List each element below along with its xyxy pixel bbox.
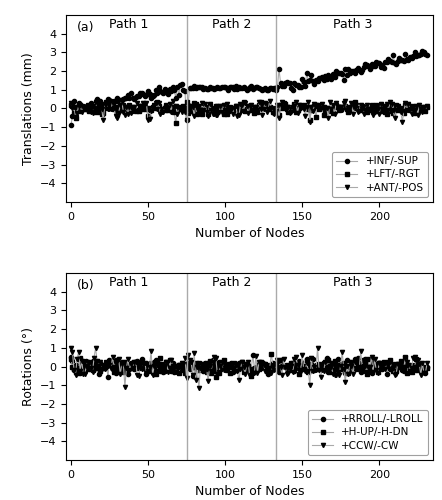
Text: Path 3: Path 3 (332, 18, 372, 31)
+RROLL/-LROLL (250, 352, 255, 358)
+RROLL/-LROLL (98, 360, 103, 366)
+RROLL/-LROLL (417, 364, 422, 370)
+LFT/-RGT (181, 102, 186, 108)
+LFT/-RGT (68, 102, 73, 108)
+CCW/-CW (118, 371, 123, 377)
+H-UP/-H-DN (98, 368, 103, 374)
+H-UP/-H-DN (161, 362, 166, 368)
Legend: +RROLL/-LROLL, +H-UP/-H-DN, +CCW/-CW: +RROLL/-LROLL, +H-UP/-H-DN, +CCW/-CW (308, 410, 428, 455)
+INF/-SUP (161, 90, 166, 96)
+ANT/-POS (417, 102, 422, 108)
+CCW/-CW (196, 385, 202, 391)
+RROLL/-LROLL (162, 368, 168, 374)
+H-UP/-H-DN (68, 356, 73, 362)
+CCW/-CW (179, 360, 185, 366)
+CCW/-CW (161, 363, 166, 369)
+LFT/-RGT (161, 106, 166, 112)
+INF/-SUP (420, 48, 425, 54)
Line: +INF/-SUP: +INF/-SUP (69, 49, 429, 128)
+INF/-SUP (424, 52, 430, 58)
+RROLL/-LROLL (119, 368, 125, 374)
+CCW/-CW (424, 360, 430, 366)
+ANT/-POS (181, 108, 186, 114)
+LFT/-RGT (173, 120, 179, 126)
+ANT/-POS (98, 104, 103, 110)
+ANT/-POS (307, 118, 312, 124)
Line: +H-UP/-H-DN: +H-UP/-H-DN (69, 352, 429, 380)
Y-axis label: Rotations (°): Rotations (°) (22, 327, 34, 406)
Line: +CCW/-CW: +CCW/-CW (69, 346, 429, 390)
+LFT/-RGT (184, 98, 189, 104)
+H-UP/-H-DN (417, 367, 422, 373)
+H-UP/-H-DN (269, 350, 274, 356)
+ANT/-POS (118, 102, 123, 108)
+RROLL/-LROLL (181, 364, 186, 370)
+CCW/-CW (98, 360, 103, 366)
+CCW/-CW (68, 345, 73, 351)
Text: Path 1: Path 1 (109, 276, 149, 289)
+H-UP/-H-DN (179, 362, 185, 368)
+RROLL/-LROLL (68, 354, 73, 360)
Y-axis label: Translations (mm): Translations (mm) (22, 52, 34, 165)
Text: (a): (a) (77, 20, 95, 34)
+RROLL/-LROLL (105, 374, 110, 380)
+INF/-SUP (179, 80, 185, 86)
+ANT/-POS (68, 100, 73, 106)
+ANT/-POS (170, 98, 175, 103)
Text: (b): (b) (77, 278, 95, 291)
Text: Path 2: Path 2 (212, 276, 251, 289)
+LFT/-RGT (417, 107, 422, 113)
Text: Path 2: Path 2 (212, 18, 251, 31)
Line: +ANT/-POS: +ANT/-POS (69, 98, 429, 124)
Text: Path 3: Path 3 (332, 276, 372, 289)
+ANT/-POS (424, 104, 430, 110)
+H-UP/-H-DN (424, 364, 430, 370)
+INF/-SUP (98, 98, 103, 104)
+LFT/-RGT (424, 104, 430, 110)
X-axis label: Number of Nodes: Number of Nodes (195, 228, 305, 240)
+INF/-SUP (101, 102, 106, 108)
+RROLL/-LROLL (424, 364, 430, 370)
+LFT/-RGT (98, 108, 103, 114)
+CCW/-CW (415, 356, 420, 362)
+H-UP/-H-DN (101, 363, 106, 369)
Text: Path 1: Path 1 (109, 18, 149, 31)
+INF/-SUP (68, 122, 73, 128)
Line: +RROLL/-LROLL: +RROLL/-LROLL (69, 353, 429, 380)
+H-UP/-H-DN (213, 374, 218, 380)
X-axis label: Number of Nodes: Number of Nodes (195, 486, 305, 498)
+INF/-SUP (414, 54, 419, 60)
+H-UP/-H-DN (118, 366, 123, 372)
+ANT/-POS (101, 118, 106, 124)
+RROLL/-LROLL (101, 366, 106, 372)
+INF/-SUP (118, 96, 123, 102)
Line: +LFT/-RGT: +LFT/-RGT (69, 100, 429, 126)
+LFT/-RGT (101, 110, 106, 116)
+ANT/-POS (161, 108, 166, 114)
Legend: +INF/-SUP, +LFT/-RGT, +ANT/-POS: +INF/-SUP, +LFT/-RGT, +ANT/-POS (332, 152, 428, 197)
+CCW/-CW (101, 362, 106, 368)
+LFT/-RGT (118, 105, 123, 111)
